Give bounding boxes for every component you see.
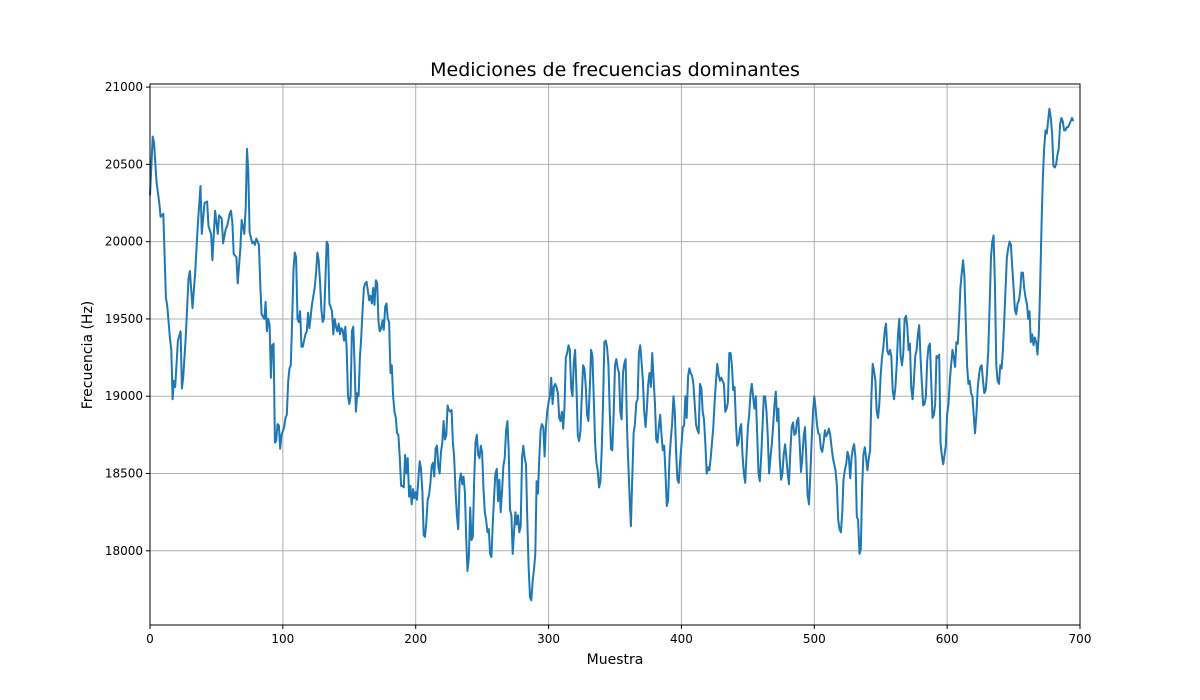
axis-ticks: 0 100 200 300 400 500 600 700 18000 18500 19000 195… — [105, 80, 1092, 646]
y-tick-label: 18000 — [105, 544, 143, 558]
y-tick-label: 19000 — [105, 389, 143, 403]
x-axis-label: Muestra — [587, 652, 644, 668]
y-tick-label: 18500 — [105, 467, 143, 481]
x-tick-label: 300 — [537, 632, 560, 646]
grid-lines — [149, 84, 1081, 625]
x-tick-label: 100 — [271, 632, 294, 646]
plot-frame — [149, 83, 1081, 626]
x-tick-label: 200 — [404, 632, 427, 646]
x-tick-label: 700 — [1069, 632, 1092, 646]
y-axis-label: Frecuencia (Hz) — [80, 301, 96, 410]
x-tick-label: 500 — [803, 632, 826, 646]
chart-title: Mediciones de frecuencias dominantes — [430, 59, 800, 81]
y-tick-label: 19500 — [105, 312, 143, 326]
x-tick-label: 0 — [146, 632, 154, 646]
x-tick-label: 600 — [936, 632, 959, 646]
y-tick-label: 20500 — [105, 157, 143, 171]
y-tick-label: 20000 — [105, 235, 143, 249]
y-tick-label: 21000 — [105, 80, 143, 94]
series-line — [149, 107, 1075, 602]
x-tick-label: 400 — [670, 632, 693, 646]
